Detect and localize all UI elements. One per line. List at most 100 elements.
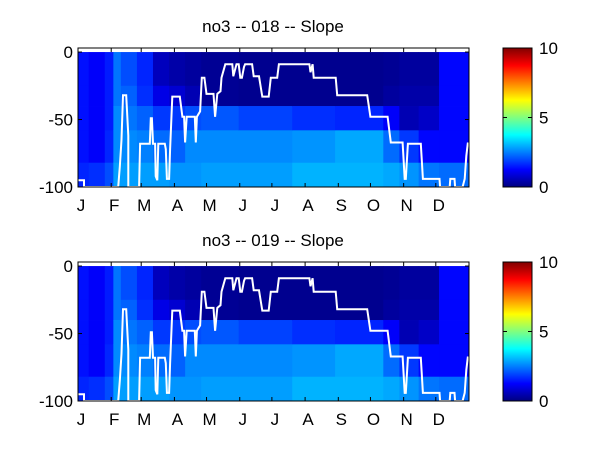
y-tick-label: -50: [48, 325, 73, 344]
x-tick-label: O: [367, 196, 380, 215]
heatmap-cell: [169, 266, 186, 301]
y-tick-label: -100: [39, 178, 73, 197]
heatmap-cell: [399, 299, 420, 321]
mixed-layer-line: [78, 277, 469, 402]
heatmap-cell: [78, 344, 90, 378]
heatmap-cell: [201, 376, 240, 402]
axes-box: [77, 261, 470, 402]
heatmap-cell: [399, 85, 420, 107]
heatmap-cell: [152, 266, 170, 301]
heatmap-cell: [113, 266, 122, 301]
heatmap: [78, 52, 470, 188]
heatmap-cell: [418, 162, 440, 188]
heatmap-cell: [383, 162, 400, 188]
heatmap-cell: [383, 52, 400, 87]
heatmap-cell: [152, 320, 170, 345]
heatmap-cell: [418, 376, 440, 402]
heatmap-cell: [383, 299, 400, 321]
heatmap-cell: [201, 130, 240, 164]
heatmap-cell: [88, 320, 106, 345]
heatmap-cell: [238, 376, 293, 402]
heatmap-cell: [439, 85, 470, 107]
heatmap-cell: [201, 299, 240, 321]
heatmap-cell: [439, 344, 470, 378]
heatmap-cell: [78, 106, 90, 131]
heatmap-cell: [335, 320, 384, 345]
heatmap-cell: [238, 320, 293, 345]
heatmap-cell: [383, 130, 400, 164]
heatmap-cell: [238, 52, 293, 87]
heatmap-cell: [185, 85, 202, 107]
heatmap-cell: [78, 299, 90, 321]
x-tick-label: D: [433, 196, 445, 215]
heatmap-cell: [383, 344, 400, 378]
x-tick-label: J: [271, 410, 280, 429]
x-tick-label: J: [239, 196, 248, 215]
heatmap-cell: [88, 266, 106, 301]
heatmap-cell: [335, 52, 384, 87]
heatmap-cell: [418, 344, 440, 378]
axes-box: [77, 47, 470, 188]
heatmap-cell: [88, 299, 106, 321]
heatmap-cell: [152, 299, 170, 321]
heatmap-cell: [113, 130, 122, 164]
heatmap-cell: [439, 52, 470, 87]
heatmap-cell: [88, 162, 106, 188]
x-tick-label: S: [336, 410, 347, 429]
heatmap-cell: [238, 162, 293, 188]
heatmap-cell: [104, 344, 114, 378]
heatmap-cell: [104, 130, 114, 164]
heatmap-cell: [201, 106, 240, 131]
x-tick-label: D: [433, 410, 445, 429]
heatmap-cell: [136, 320, 154, 345]
heatmap-cell: [169, 52, 186, 87]
heatmap-cell: [399, 266, 420, 301]
chart-title: no3 -- 019 -- Slope: [202, 231, 344, 250]
heatmap-cell: [292, 106, 336, 131]
heatmap-cell: [185, 299, 202, 321]
heatmap-cell: [104, 85, 114, 107]
heatmap-cell: [136, 299, 154, 321]
heatmap-cell: [104, 52, 114, 87]
heatmap-cell: [292, 320, 336, 345]
heatmap-cell: [399, 52, 420, 87]
heatmap-cell: [201, 344, 240, 378]
heatmap-cell: [185, 52, 202, 87]
heatmap-cell: [120, 106, 138, 131]
x-tick-label: A: [302, 196, 314, 215]
heatmap-cell: [88, 85, 106, 107]
heatmap-cell: [238, 344, 293, 378]
heatmap-cell: [418, 266, 440, 301]
x-tick-label: M: [137, 196, 151, 215]
colorbar-tick-label: 5: [539, 109, 548, 128]
heatmap-cell: [136, 52, 154, 87]
heatmap-cell: [104, 106, 114, 131]
chart-title: no3 -- 018 -- Slope: [202, 17, 344, 36]
colorbar: [502, 47, 533, 188]
heatmap-cell: [399, 162, 420, 188]
x-tick-label: O: [367, 410, 380, 429]
heatmap-cell: [335, 162, 384, 188]
heatmap-cell: [78, 376, 90, 402]
x-tick-label: N: [401, 410, 413, 429]
heatmap-cell: [383, 266, 400, 301]
heatmap-cell: [113, 85, 122, 107]
colorbar-tick-label: 10: [539, 253, 558, 272]
heatmap-cell: [78, 85, 90, 107]
x-tick-label: M: [202, 410, 216, 429]
heatmap-cell: [335, 344, 384, 378]
y-tick-label: -50: [48, 111, 73, 130]
heatmap-cell: [418, 85, 440, 107]
x-tick-label: N: [401, 196, 413, 215]
heatmap-cell: [120, 52, 138, 87]
heatmap-cell: [136, 162, 154, 188]
heatmap-cell: [418, 320, 440, 345]
heatmap-cell: [78, 130, 90, 164]
x-tick-label: J: [77, 410, 86, 429]
heatmap-cell: [113, 344, 122, 378]
heatmap-cell: [383, 376, 400, 402]
heatmap-cell: [335, 130, 384, 164]
